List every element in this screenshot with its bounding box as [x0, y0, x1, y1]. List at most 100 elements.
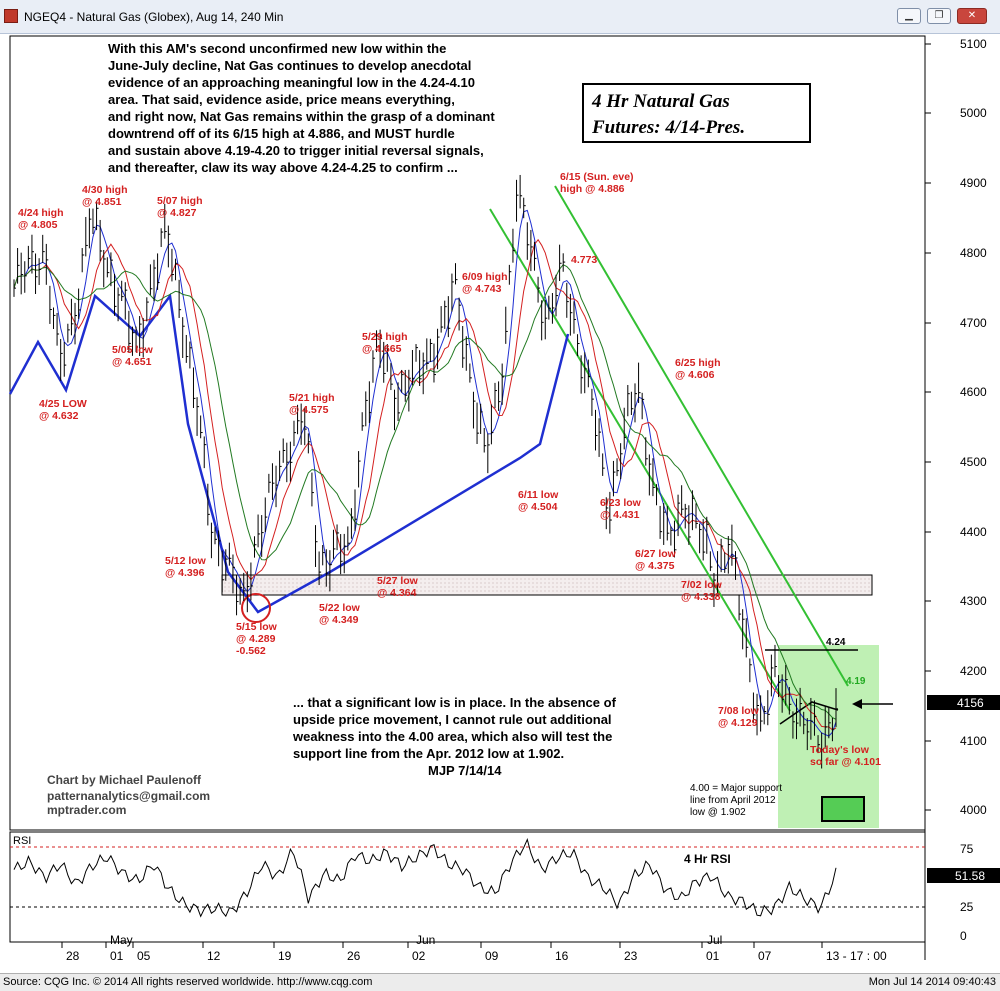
- annotation-text: @ 4.431: [600, 509, 640, 521]
- commentary-line: evidence of an approaching meaningful lo…: [108, 75, 475, 90]
- commentary-line: area. That said, evidence aside, price m…: [108, 92, 455, 107]
- commentary-line: support line from the Apr. 2012 low at 1…: [293, 746, 564, 761]
- major-support-box: [821, 796, 865, 822]
- annotation-text: @ 4.665: [362, 343, 402, 355]
- ma-mid-line: [13, 238, 837, 731]
- day-label: 23: [624, 949, 638, 963]
- level-label-419: 4.19: [846, 676, 866, 687]
- app-icon: [4, 9, 18, 23]
- price-tick: 4200: [960, 664, 987, 678]
- rsi-tick: 75: [960, 842, 974, 856]
- chart-title-line2: Futures: 4/14-Pres.: [591, 117, 745, 138]
- commentary-line: With this AM's second unconfirmed new lo…: [108, 41, 446, 56]
- chart-title-box: [582, 83, 811, 143]
- rsi-tick: 25: [960, 900, 974, 914]
- annotation-text: @ 4.349: [319, 614, 359, 626]
- status-source: Source: CQG Inc. © 2014 All rights reser…: [3, 976, 373, 988]
- price-tick: 5100: [960, 37, 987, 51]
- annotation-text: 6/27 low: [635, 548, 677, 560]
- annotation-text: @ 4.743: [462, 283, 502, 295]
- annotation-text: 6/25 high: [675, 357, 721, 369]
- current-price-badge: [927, 695, 1000, 710]
- support-note-line: low @ 1.902: [690, 807, 746, 818]
- day-label: 05: [137, 949, 151, 963]
- day-label: 19: [278, 949, 292, 963]
- current-price-label: 4156: [957, 696, 984, 710]
- annotation-text: 5/21 high: [289, 392, 335, 404]
- price-tick: 4800: [960, 246, 987, 260]
- annotation-text: @ 4.375: [635, 560, 675, 572]
- restore-button[interactable]: ❐: [927, 8, 951, 24]
- annotation-text: 6/11 low: [518, 489, 559, 501]
- annotation-text: 6/23 low: [600, 497, 642, 509]
- price-tick: 4000: [960, 803, 987, 817]
- commentary-line: downtrend off of its 6/15 high at 4.886,…: [108, 126, 455, 141]
- price-tick: 5000: [960, 106, 987, 120]
- price-tick: 4700: [960, 316, 987, 330]
- annotation-text: @ 4.827: [157, 207, 197, 219]
- month-label: Jun: [416, 933, 435, 947]
- annotation-text: @ 4.651: [112, 356, 152, 368]
- day-label: 01: [110, 949, 124, 963]
- annotation-text: 5/05 low: [112, 344, 154, 356]
- arrow-head: [852, 699, 862, 709]
- window-titlebar: NGEQ4 - Natural Gas (Globex), Aug 14, 24…: [0, 0, 1000, 34]
- rsi-current-badge: [927, 868, 1000, 883]
- price-tick: 4500: [960, 455, 987, 469]
- status-bar: Source: CQG Inc. © 2014 All rights reser…: [0, 973, 1000, 991]
- annotation-text: 7/02 low: [681, 579, 723, 591]
- commentary-line: and right now, Nat Gas remains within th…: [108, 109, 495, 124]
- annotation-text: 5/15 low: [236, 621, 278, 633]
- annotation-text: 5/12 low: [165, 555, 207, 567]
- commentary-line: and sustain above 4.19-4.20 to trigger i…: [108, 143, 484, 158]
- day-label: 12: [207, 949, 221, 963]
- channel-upper-line: [554, 185, 849, 687]
- annotation-text: @ 4.396: [165, 567, 205, 579]
- day-label: 09: [485, 949, 499, 963]
- chart-title-line1: 4 Hr Natural Gas: [591, 91, 730, 112]
- annotation-text: 5/29 high: [362, 331, 408, 343]
- price-tick-marks: [925, 43, 931, 811]
- commentary-line: weakness into the 4.00 area, which also …: [292, 729, 612, 744]
- annotation-text: -0.562: [236, 645, 266, 657]
- status-datetime: Mon Jul 14 2014 09:40:43: [868, 976, 996, 988]
- rsi-line: [13, 837, 837, 918]
- annotation-text: Today's low: [810, 744, 870, 756]
- credit-line: Chart by Michael Paulenoff: [47, 773, 202, 787]
- month-label: Jul: [707, 933, 722, 947]
- annotation-text: high @ 4.886: [560, 183, 625, 195]
- annotation-text: 4/30 high: [82, 184, 128, 196]
- channel-lower-line: [489, 208, 791, 712]
- signature: MJP 7/14/14: [428, 763, 502, 778]
- annotation-text: 7/08 low: [718, 705, 760, 717]
- commentary-line: ... that a significant low is in place. …: [293, 695, 617, 710]
- wedge-line: [779, 701, 839, 725]
- day-label: 26: [347, 949, 361, 963]
- annotation-text: 4/24 high: [18, 207, 64, 219]
- price-tick: 4100: [960, 734, 987, 748]
- annotation-text: @ 4.851: [82, 196, 122, 208]
- day-label: 16: [555, 949, 569, 963]
- commentary-line: upside price movement, I cannot rule out…: [293, 712, 612, 727]
- price-tick: 4600: [960, 385, 987, 399]
- price-chart[interactable]: 4.24 4.19 5100 5000 4900 4800 4700 4600 …: [0, 34, 1000, 973]
- annotation-text: @ 4.129: [718, 717, 758, 729]
- close-button[interactable]: ✕: [957, 8, 987, 24]
- rsi-pane: [9, 831, 926, 943]
- day-label: 28: [66, 949, 80, 963]
- low-circle: [241, 593, 271, 623]
- annotation-text: 4/25 LOW: [39, 398, 87, 410]
- window-title: NGEQ4 - Natural Gas (Globex), Aug 14, 24…: [24, 10, 284, 24]
- month-label: May: [110, 933, 133, 947]
- level-label-424: 4.24: [826, 637, 846, 648]
- commentary-line: June-July decline, Nat Gas continues to …: [108, 58, 471, 73]
- annotation-text: so far @ 4.101: [810, 756, 881, 768]
- day-label: 01: [706, 949, 720, 963]
- minimize-button[interactable]: ▁: [897, 8, 921, 24]
- annotation-text: @ 4.805: [18, 219, 58, 231]
- annotation-text: 4.773: [571, 254, 597, 266]
- day-label: 07: [758, 949, 772, 963]
- time-tick-marks: [61, 942, 823, 948]
- support-note-line: line from April 2012: [690, 795, 776, 806]
- annotation-text: 6/09 high: [462, 271, 508, 283]
